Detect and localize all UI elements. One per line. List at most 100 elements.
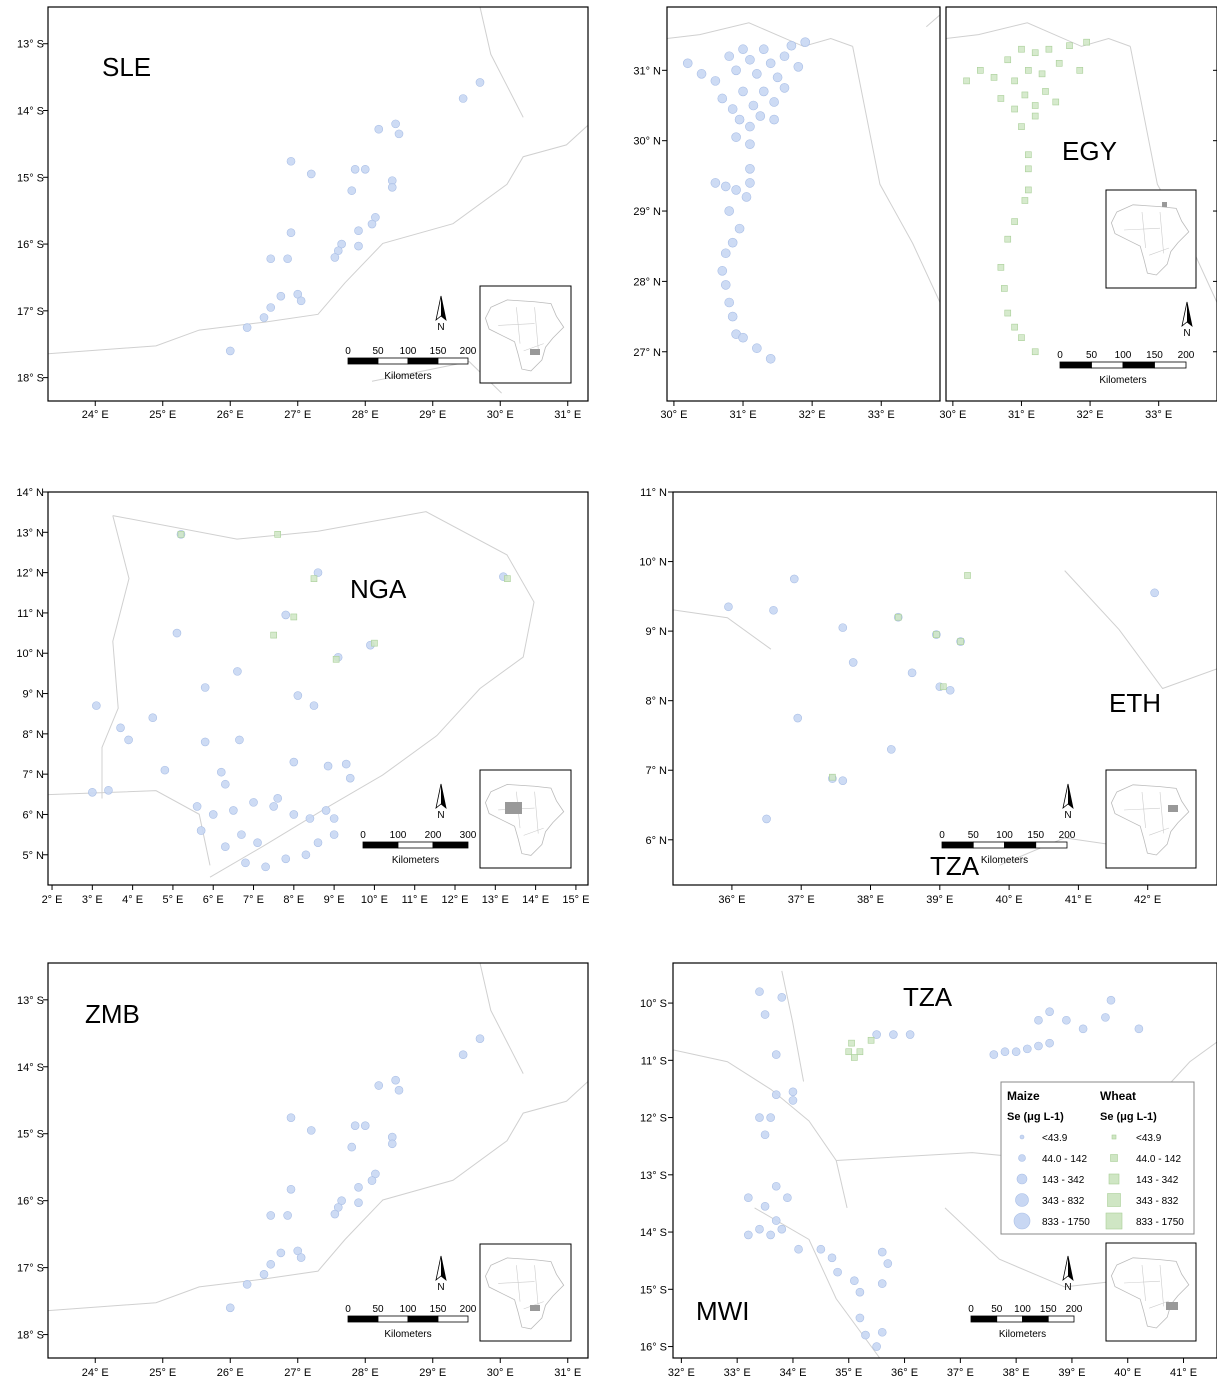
country-border [781, 970, 805, 1082]
maize-sample-point [350, 1121, 360, 1130]
maize-sample-point [745, 54, 755, 65]
maize-sample-point [771, 1181, 781, 1191]
maize-sample-point [354, 1182, 363, 1192]
maize-sample-point [744, 1230, 753, 1240]
x-tick-label: 26° E [217, 1367, 244, 1379]
maize-sample-point [745, 178, 755, 188]
scale-segment [362, 841, 399, 849]
inset-location-marker [530, 349, 540, 355]
x-tick-label: 37° E [788, 894, 815, 906]
maize-sample-point [148, 713, 158, 723]
legend-wheat-symbol [1111, 1134, 1117, 1140]
y-tick-label: 17° S [17, 1263, 44, 1275]
y-tick-label: 14° S [17, 1062, 44, 1074]
country-border [673, 1049, 848, 1209]
x-tick-label: 28° E [352, 1367, 379, 1379]
y-tick-label: 18° S [17, 373, 44, 385]
maize-sample-point [341, 759, 351, 769]
maize-sample-point [221, 842, 230, 852]
maize-sample-point [172, 628, 182, 638]
maize-sample-point [883, 1259, 893, 1268]
scale-tick-label: 200 [1178, 350, 1195, 361]
maize-sample-point [777, 993, 787, 1002]
y-tick-label: 15° S [17, 1129, 44, 1141]
wheat-sample-point [1076, 67, 1084, 74]
x-tick-label: 31° E [730, 409, 757, 421]
scale-segment [347, 1315, 379, 1323]
wheat-sample-point [957, 638, 964, 645]
maize-sample-point [281, 854, 291, 864]
y-tick-label: 10° N [639, 557, 667, 569]
legend-maize-class-label: 343 - 832 [1042, 1196, 1085, 1207]
y-tick-label: 17° S [17, 306, 44, 318]
scale-segment [1004, 841, 1037, 849]
africa-outline [1110, 1257, 1190, 1329]
maize-sample-point [772, 72, 783, 83]
map-area [673, 970, 1217, 1358]
maize-sample-point [293, 691, 303, 700]
maize-sample-point [748, 100, 759, 111]
x-tick-label: 8° E [283, 894, 304, 906]
maize-sample-point [1106, 995, 1116, 1005]
x-tick-label: 28° E [352, 409, 379, 421]
maize-sample-point [283, 254, 292, 264]
wheat-sample-point [310, 575, 318, 582]
inset-location-marker [1168, 805, 1178, 812]
y-tick-label: 11° N [640, 487, 667, 499]
maize-sample-point [196, 826, 206, 835]
wheat-sample-point [1021, 91, 1029, 99]
maize-sample-point [289, 810, 299, 819]
maize-sample-point [855, 1287, 865, 1297]
maize-sample-point [333, 1203, 343, 1212]
legend-wheat-title: Wheat [1100, 1089, 1136, 1103]
legend-box [1000, 1081, 1195, 1235]
x-tick-label: 2° E [42, 894, 63, 906]
wheat-sample-point [1031, 112, 1039, 120]
legend-wheat-symbol [1107, 1193, 1121, 1207]
y-tick-label: 29° N [633, 206, 661, 218]
x-tick-label: 7° E [243, 894, 264, 906]
scale-tick-label: 100 [996, 830, 1013, 841]
y-tick-label: 31° N [633, 65, 661, 77]
maize-sample-point [475, 1034, 485, 1043]
maize-sample-point [249, 798, 258, 807]
inset-location-marker [1166, 1302, 1178, 1310]
x-tick-label: 39° E [1058, 1367, 1085, 1379]
y-tick-label: 7° N [22, 769, 44, 781]
wheat-sample-point [997, 264, 1005, 271]
maize-sample-point [276, 291, 286, 301]
maize-sample-point [296, 296, 306, 306]
country-border [926, 14, 940, 28]
maize-sample-point [1000, 1047, 1010, 1057]
wheat-sample-point [1018, 123, 1025, 130]
wheat-sample-point [894, 613, 902, 621]
y-tick-label: 7° N [645, 765, 667, 777]
scale-segment [1035, 841, 1068, 849]
map-legend: Maize Wheat Se (μg L-1) Se (μg L-1) <43.9 <43… [1000, 1081, 1195, 1235]
maize-sample-point [752, 69, 762, 79]
maize-sample-point [710, 76, 721, 86]
x-tick-label: 12° E [441, 894, 468, 906]
maize-sample-point [905, 1030, 915, 1039]
scale-tick-label: 150 [430, 346, 447, 357]
maize-sample-point [855, 1313, 865, 1323]
wheat-sample-point [290, 613, 298, 621]
y-tick-label: 15° S [640, 1284, 667, 1296]
north-label: N [1064, 810, 1071, 821]
africa-outline [485, 784, 565, 856]
maize-sample-point [793, 62, 804, 72]
country-border [946, 22, 1131, 47]
legend-wheat-class-label: <43.9 [1136, 1133, 1162, 1144]
wheat-sample-point [1018, 334, 1025, 341]
maize-sample-point [769, 605, 778, 615]
maize-sample-point [760, 1010, 770, 1019]
maize-sample-point [1078, 1024, 1088, 1034]
maize-sample-point [744, 1193, 753, 1203]
map-area [48, 7, 588, 394]
maize-sample-point [766, 1113, 775, 1122]
maize-sample-point [771, 1050, 781, 1059]
country-border [999, 837, 1120, 866]
y-tick-label: 14° N [16, 487, 44, 499]
maize-sample-point [710, 178, 721, 188]
maize-sample-point [745, 164, 755, 174]
